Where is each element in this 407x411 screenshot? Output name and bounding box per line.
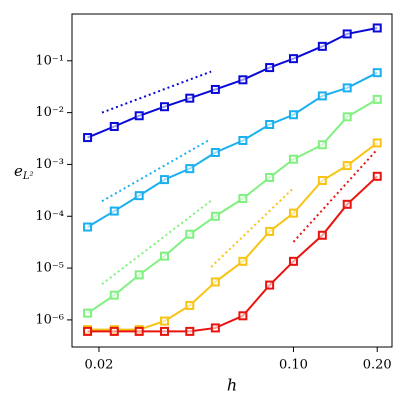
marker bbox=[185, 300, 195, 310]
marker bbox=[160, 251, 170, 261]
marker bbox=[238, 256, 248, 266]
marker bbox=[160, 175, 170, 185]
marker bbox=[238, 311, 248, 321]
marker bbox=[185, 326, 195, 336]
marker bbox=[317, 91, 327, 101]
reference-line bbox=[101, 70, 212, 114]
reference-line bbox=[292, 148, 378, 243]
series-line bbox=[87, 98, 378, 314]
marker bbox=[238, 194, 248, 204]
y-tick-label: 10⁻² bbox=[35, 105, 64, 120]
marker bbox=[265, 226, 275, 236]
marker bbox=[160, 326, 170, 336]
marker bbox=[288, 154, 298, 164]
marker bbox=[185, 229, 195, 239]
y-tick-label: 10⁻⁴ bbox=[35, 209, 64, 224]
marker bbox=[185, 164, 195, 174]
series-line bbox=[87, 71, 378, 228]
y-axis-label-base: e bbox=[14, 162, 23, 180]
y-axis-label: eL² bbox=[14, 162, 34, 182]
x-tick-label: 0.20 bbox=[363, 358, 392, 373]
marker bbox=[288, 110, 298, 120]
marker bbox=[317, 140, 327, 150]
y-tick-label: 10⁻⁵ bbox=[35, 261, 64, 276]
reference-line bbox=[101, 138, 211, 203]
plot-frame bbox=[71, 13, 393, 348]
marker bbox=[342, 83, 352, 93]
y-axis-label-sub: L² bbox=[22, 171, 34, 182]
marker bbox=[317, 230, 327, 240]
marker bbox=[288, 54, 298, 64]
series-line bbox=[87, 26, 378, 139]
marker bbox=[185, 93, 195, 103]
marker bbox=[109, 121, 119, 131]
x-tick-label: 0.10 bbox=[279, 358, 308, 373]
marker bbox=[210, 147, 220, 157]
marker bbox=[372, 94, 382, 104]
y-tick-label: 10⁻⁶ bbox=[35, 312, 64, 327]
marker bbox=[372, 171, 382, 181]
marker bbox=[83, 222, 93, 232]
marker bbox=[265, 63, 275, 73]
marker bbox=[288, 208, 298, 218]
marker bbox=[109, 326, 119, 336]
marker bbox=[342, 199, 352, 209]
marker bbox=[134, 191, 144, 201]
y-tick-label: 10⁻³ bbox=[35, 157, 64, 172]
marker bbox=[210, 323, 220, 333]
marker bbox=[134, 270, 144, 280]
marker bbox=[317, 175, 327, 185]
marker bbox=[210, 211, 220, 221]
marker bbox=[372, 138, 382, 148]
marker bbox=[83, 308, 93, 318]
marker bbox=[134, 111, 144, 121]
marker bbox=[160, 316, 170, 326]
marker bbox=[372, 68, 382, 78]
marker bbox=[83, 133, 93, 143]
marker bbox=[109, 206, 119, 216]
x-axis-label: h bbox=[227, 376, 237, 395]
marker bbox=[265, 172, 275, 182]
marker bbox=[134, 326, 144, 336]
marker bbox=[238, 75, 248, 85]
marker bbox=[238, 135, 248, 145]
marker bbox=[83, 326, 93, 336]
y-tick-label: 10⁻¹ bbox=[35, 53, 64, 68]
marker bbox=[210, 84, 220, 94]
x-tick-label: 0.02 bbox=[84, 358, 113, 373]
marker bbox=[342, 29, 352, 39]
reference-line bbox=[210, 187, 295, 268]
marker bbox=[210, 277, 220, 287]
marker bbox=[265, 119, 275, 129]
marker bbox=[265, 280, 275, 290]
marker bbox=[342, 161, 352, 171]
marker bbox=[160, 102, 170, 112]
marker bbox=[317, 41, 327, 51]
marker bbox=[342, 112, 352, 122]
marker bbox=[372, 23, 382, 33]
series-line bbox=[87, 142, 378, 331]
marker bbox=[109, 290, 119, 300]
marker bbox=[288, 256, 298, 266]
